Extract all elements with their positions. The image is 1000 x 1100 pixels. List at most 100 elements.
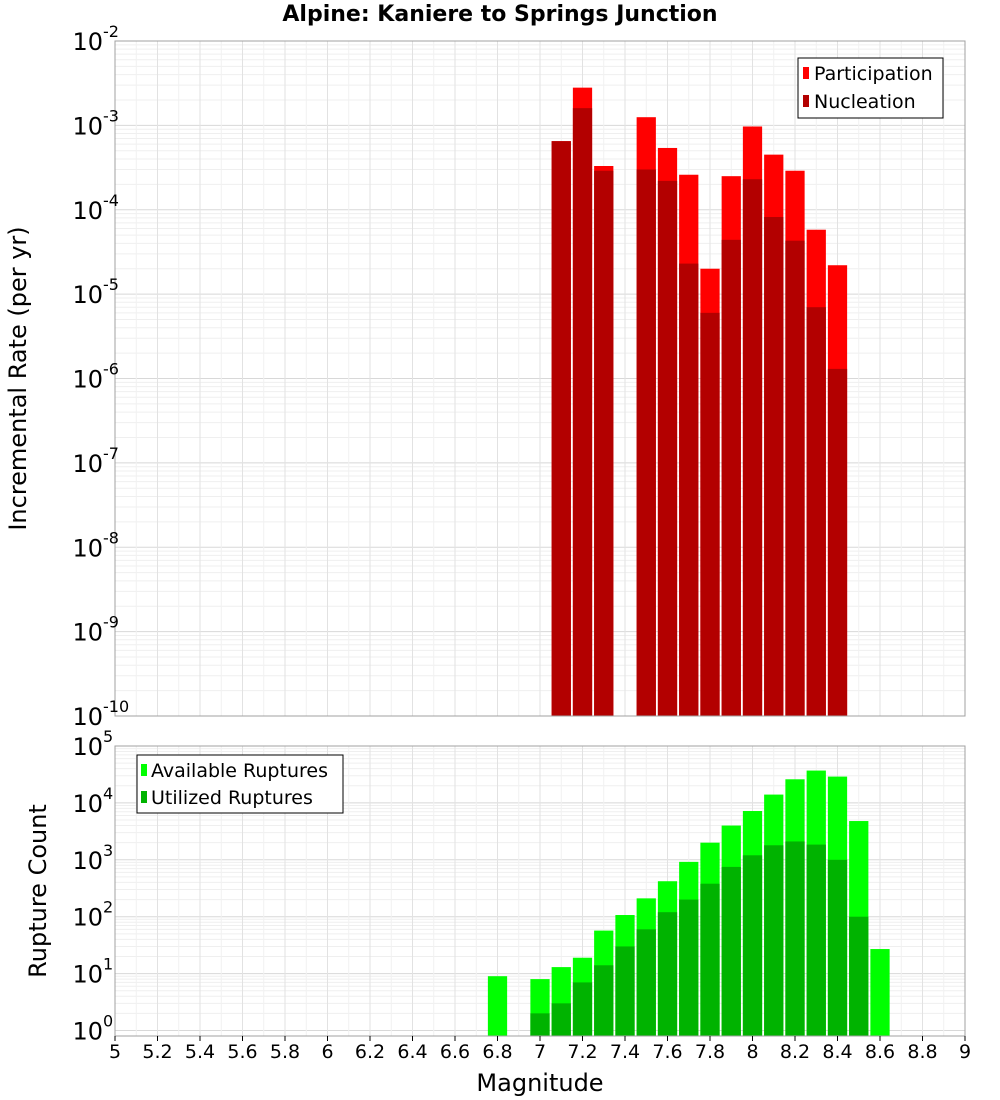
y-tick-exponent: -3: [103, 106, 119, 125]
x-tick-label: 8.4: [822, 1041, 852, 1063]
y-tick-label: 10: [72, 619, 103, 647]
count-bar-b: [742, 855, 763, 1036]
count-bar-b: [615, 946, 635, 1036]
y-tick-label: 10: [72, 450, 103, 478]
count-bar-a: [870, 949, 890, 1036]
count-bar-b: [657, 912, 678, 1036]
y-tick-label: 10: [72, 28, 103, 56]
count-bar-b: [700, 883, 720, 1036]
x-tick-label: 5.8: [270, 1041, 300, 1063]
x-tick-label: 8: [746, 1041, 758, 1063]
y-tick-exponent: 2: [103, 898, 113, 917]
y-tick-exponent: -6: [103, 360, 119, 379]
rate-bar-b: [594, 170, 614, 716]
legend-label: Nucleation: [814, 91, 916, 113]
x-tick-label: 5.6: [227, 1041, 257, 1063]
y-tick-label: 10: [72, 733, 103, 761]
legend-rate: Participation Nucleation: [797, 57, 944, 119]
x-tick-label: 7: [534, 1041, 546, 1063]
y-tick-exponent: -8: [103, 528, 119, 547]
x-tick-label: 6.4: [397, 1041, 427, 1063]
count-bar-b: [594, 965, 614, 1036]
x-tick-label: 8.2: [780, 1041, 810, 1063]
legend-label: Utilized Ruptures: [151, 787, 313, 809]
rate-bar-b: [636, 169, 656, 716]
x-tick-label: 5: [109, 1041, 121, 1063]
y-tick-label: 10: [72, 847, 103, 875]
y-tick-label: 10: [72, 703, 103, 731]
x-tick-label: 7.4: [610, 1041, 640, 1063]
y-tick-label: 10: [72, 197, 103, 225]
y-tick-exponent: 4: [103, 784, 113, 803]
y-tick-exponent: -2: [103, 22, 119, 41]
x-tick-label: 6: [321, 1041, 333, 1063]
y-tick-exponent: 3: [103, 841, 113, 860]
count-bar-b: [827, 859, 848, 1036]
rate-bar-b: [785, 240, 805, 717]
count-bar-b: [849, 916, 869, 1036]
legend-swatch: [141, 764, 147, 776]
count-bar-b: [572, 982, 593, 1036]
y-tick-label: 10: [72, 366, 103, 394]
y-tick-label: 10: [72, 904, 103, 932]
x-tick-label: 7.8: [695, 1041, 725, 1063]
count-bar-b: [806, 844, 826, 1036]
x-tick-label: 6.8: [482, 1041, 512, 1063]
x-tick-label: 7.2: [567, 1041, 597, 1063]
count-bar-b: [551, 1003, 571, 1036]
y-tick-exponent: -4: [103, 191, 119, 210]
x-tick-label: 6.6: [440, 1041, 470, 1063]
count-bar-b: [679, 899, 699, 1036]
y-tick-label: 10: [72, 534, 103, 562]
legend-swatch: [141, 791, 147, 803]
rate-bar-b: [572, 108, 593, 717]
legend-box: [136, 754, 344, 814]
legend-count: Available Ruptures Utilized Ruptures: [136, 754, 344, 814]
y-tick-label: 10: [72, 961, 103, 989]
rate-bar-b: [721, 239, 741, 716]
y-tick-exponent: -7: [103, 444, 119, 463]
rate-bar-b: [657, 180, 678, 716]
y-tick-label: 10: [72, 281, 103, 309]
y-tick-exponent: 1: [103, 955, 113, 974]
rate-bar-b: [742, 179, 763, 716]
plot-frame: [114, 40, 966, 717]
x-tick-label: 5.2: [142, 1041, 172, 1063]
count-bar-b: [785, 841, 805, 1036]
chart-title: Alpine: Kaniere to Springs Junction: [282, 2, 718, 27]
y-axis-label-count: Rupture Count: [24, 804, 52, 978]
y-axis-label-rate: Incremental Rate (per yr): [4, 226, 32, 530]
x-tick-label: 5.4: [185, 1041, 215, 1063]
rate-bar-b: [806, 307, 826, 716]
count-bar-b: [764, 845, 784, 1036]
y-tick-label: 10: [72, 1017, 103, 1045]
y-tick-exponent: -10: [103, 697, 129, 716]
legend-swatch: [803, 95, 809, 107]
y-tick-exponent: 5: [103, 727, 113, 746]
legend-swatch: [803, 67, 809, 79]
rate-bar-b: [764, 217, 784, 716]
count-bar-b: [721, 866, 741, 1036]
legend-box: [797, 57, 944, 119]
y-tick-exponent: 0: [103, 1011, 113, 1030]
legend-label: Participation: [814, 63, 933, 85]
legend-label: Available Ruptures: [151, 760, 328, 782]
x-tick-label: 6.2: [355, 1041, 385, 1063]
x-tick-label: 8.6: [865, 1041, 895, 1063]
y-tick-label: 10: [72, 112, 103, 140]
x-tick-label: 7.6: [652, 1041, 682, 1063]
rate-bar-b: [700, 312, 720, 716]
count-bar-b: [636, 929, 656, 1036]
count-bar-b: [530, 1013, 550, 1036]
x-axis-label: Magnitude: [476, 1069, 603, 1097]
y-tick-exponent: -9: [103, 613, 119, 632]
count-bar-a: [487, 976, 508, 1036]
rate-bar-b: [551, 141, 571, 717]
x-tick-label: 8.8: [907, 1041, 937, 1063]
rate-bar-b: [679, 263, 699, 716]
y-tick-label: 10: [72, 790, 103, 818]
rate-bar-b: [827, 368, 848, 716]
x-tick-label: 9: [959, 1041, 971, 1063]
y-tick-exponent: -5: [103, 275, 119, 294]
